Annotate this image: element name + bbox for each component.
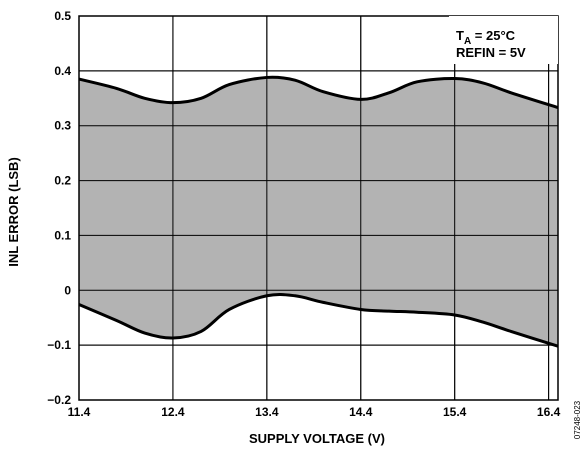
figure-id: 07248-023 xyxy=(573,400,582,439)
error-band-fill xyxy=(79,77,558,347)
y-tick-label: 0.4 xyxy=(54,64,71,78)
x-tick-label: 16.4 xyxy=(537,405,561,419)
y-axis-label: INL ERROR (LSB) xyxy=(6,157,21,267)
conditions-legend: TA = 25°C REFIN = 5V xyxy=(456,28,526,60)
y-tick-label: 0.1 xyxy=(54,228,71,242)
legend-temperature-t: T xyxy=(456,28,464,43)
x-tick-label: 15.4 xyxy=(443,405,467,419)
x-axis-label: SUPPLY VOLTAGE (V) xyxy=(249,431,385,446)
y-tick-label: 0.2 xyxy=(54,174,71,188)
y-tick-labels: −0.2 −0.1 0 0.1 0.2 0.3 0.4 0.5 xyxy=(47,9,71,407)
legend-temperature-subscript: A xyxy=(464,36,471,47)
plot-border xyxy=(78,15,559,401)
y-tick-label: 0.3 xyxy=(54,119,71,133)
x-tick-label: 11.4 xyxy=(68,405,91,419)
y-tick-label: −0.2 xyxy=(47,393,71,407)
x-tick-labels: 11.4 12.4 13.4 14.4 15.4 16.4 xyxy=(68,405,561,419)
legend-refin: REFIN = 5V xyxy=(456,45,526,60)
upper-bound-line xyxy=(78,75,559,110)
x-tick-label: 13.4 xyxy=(255,405,279,419)
y-tick-label: −0.1 xyxy=(47,338,71,352)
inl-error-band xyxy=(78,15,559,401)
legend-temperature-value: = 25°C xyxy=(471,28,515,43)
y-tick-label: 0.5 xyxy=(54,9,71,23)
lower-bound-line xyxy=(78,292,559,348)
plot-frame xyxy=(78,15,559,401)
legend-temperature: TA = 25°C xyxy=(456,28,516,47)
x-tick-label: 12.4 xyxy=(161,405,185,419)
legend-box xyxy=(449,16,558,64)
y-tick-label: 0 xyxy=(64,283,71,297)
x-tick-label: 14.4 xyxy=(349,405,373,419)
